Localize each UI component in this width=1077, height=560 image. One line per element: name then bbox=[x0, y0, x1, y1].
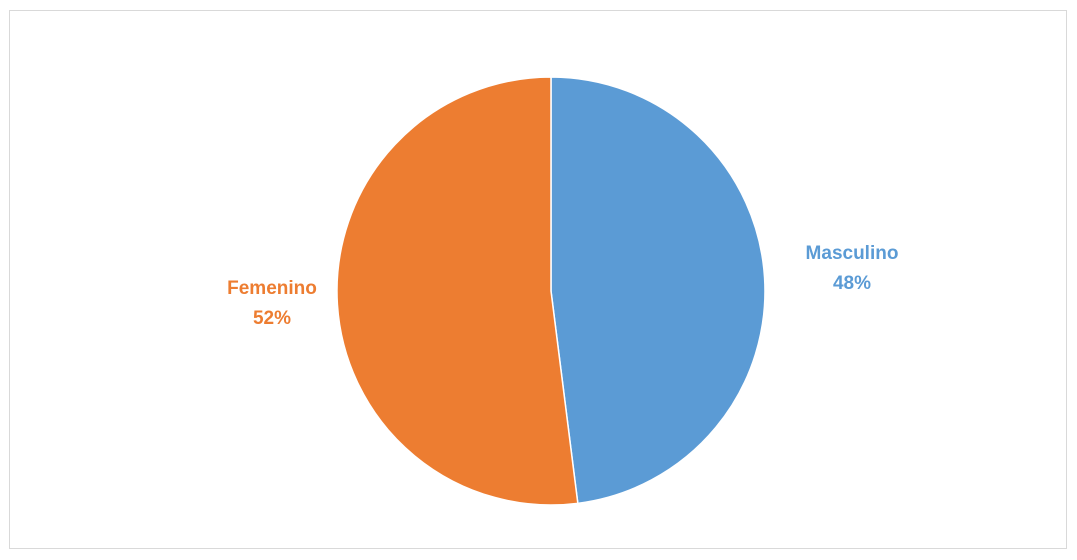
slice-label-femenino: Femenino bbox=[227, 278, 317, 299]
pie-slice-femenino bbox=[336, 76, 579, 506]
slice-label-masculino: Masculino bbox=[806, 243, 899, 264]
chart-area: Masculino 48% Femenino 52% bbox=[9, 10, 1067, 549]
pie-labels: Masculino 48% Femenino 52% bbox=[227, 243, 898, 329]
pie-chart: Masculino 48% Femenino 52% bbox=[227, 76, 898, 506]
pie-slice-masculino bbox=[550, 76, 766, 505]
slice-value-masculino: 48% bbox=[833, 273, 871, 294]
pie-slices bbox=[336, 76, 766, 506]
slice-value-femenino: 52% bbox=[253, 308, 291, 329]
